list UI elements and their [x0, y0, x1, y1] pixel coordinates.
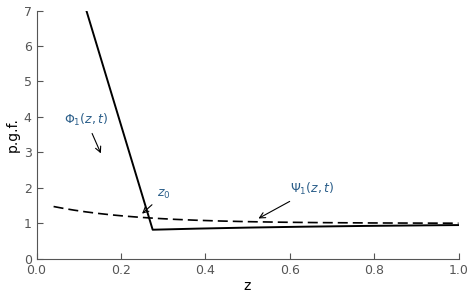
Text: $\Phi_1(z,t)$: $\Phi_1(z,t)$ [64, 112, 109, 152]
Text: $\Psi_1(z,t)$: $\Psi_1(z,t)$ [259, 181, 334, 218]
Text: $z_0$: $z_0$ [143, 188, 171, 213]
X-axis label: z: z [244, 280, 251, 293]
Y-axis label: p.g.f.: p.g.f. [6, 117, 19, 152]
